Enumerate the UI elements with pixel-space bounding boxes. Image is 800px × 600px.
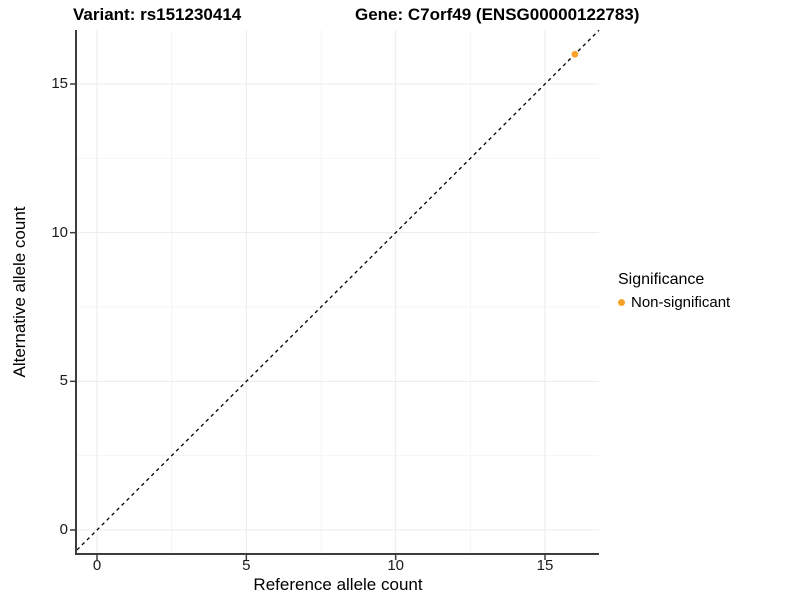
- x-tick-label: 10: [387, 557, 404, 574]
- x-tick-label: 15: [536, 557, 554, 574]
- y-tick-label: 15: [51, 75, 68, 92]
- gene-title: Gene: C7orf49 (ENSG00000122783): [355, 5, 640, 24]
- y-tick-label: 5: [59, 372, 68, 390]
- x-axis-title: Reference allele count: [253, 575, 423, 594]
- x-tick-label: 5: [242, 557, 251, 574]
- legend-items: Non-significant: [618, 294, 730, 311]
- legend-label: Non-significant: [631, 294, 731, 311]
- y-axis-title: Alternative allele count: [10, 206, 29, 378]
- legend-title: Significance: [618, 271, 705, 288]
- data-point: [571, 50, 579, 58]
- variant-title: Variant: rs151230414: [73, 5, 242, 24]
- y-tick-label: 10: [51, 223, 68, 241]
- legend-swatch-icon: [618, 299, 625, 306]
- legend: Significance Non-significant: [618, 271, 730, 311]
- y-tick-label: 0: [59, 521, 68, 538]
- legend-item: Non-significant: [618, 294, 730, 311]
- identity-line: [76, 29, 600, 551]
- x-tick-label: 0: [92, 557, 102, 574]
